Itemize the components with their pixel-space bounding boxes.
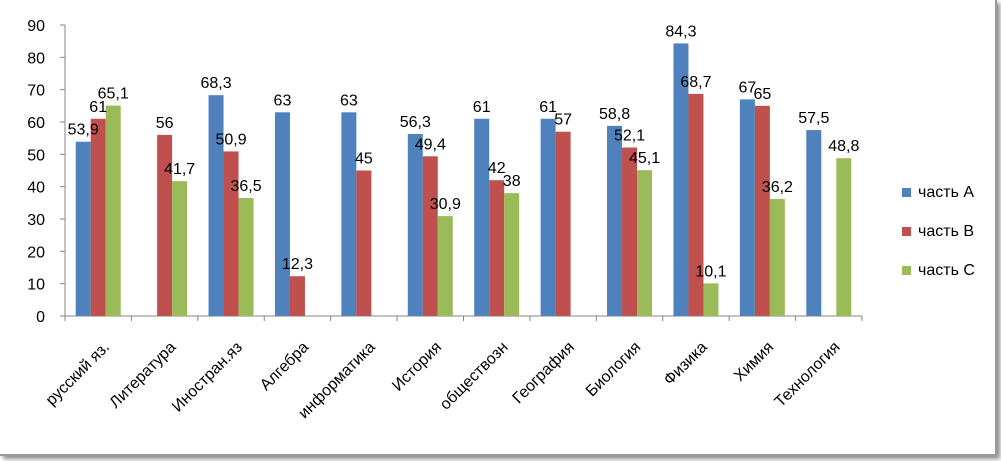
x-tick-label: История [389, 339, 445, 395]
data-label: 58,8 [599, 106, 630, 123]
y-tick-label: 40 [27, 180, 45, 197]
bar [836, 158, 852, 316]
bar [607, 125, 623, 316]
bar [622, 147, 638, 316]
y-tick-label: 30 [27, 212, 45, 229]
bar [105, 105, 121, 316]
data-label: 61 [473, 99, 491, 116]
bar [172, 181, 188, 316]
bar [422, 156, 438, 316]
data-label: 68,3 [200, 75, 231, 92]
bar [504, 193, 520, 316]
bar [637, 170, 653, 316]
data-label: 84,3 [665, 23, 696, 40]
data-label: 36,5 [230, 178, 261, 195]
bar [688, 93, 704, 317]
legend-label: часть А [918, 184, 974, 201]
bar [208, 95, 224, 316]
data-label: 42 [488, 160, 506, 177]
legend-swatch [902, 227, 911, 236]
data-label: 49,4 [415, 136, 446, 153]
legend-label: часть В [918, 223, 974, 240]
x-tick-label: Физика [661, 339, 711, 389]
bar [489, 180, 505, 316]
data-label: 41,7 [164, 161, 195, 178]
data-label: 57,5 [798, 110, 829, 127]
data-label: 36,2 [762, 179, 793, 196]
legend: часть А часть В часть С [902, 184, 975, 279]
data-label: 63 [340, 92, 358, 109]
bar [474, 118, 490, 317]
x-tick-label: обществозн [437, 339, 512, 414]
x-tick-label: Иностран.яз [169, 339, 246, 416]
data-label: 38 [503, 173, 521, 190]
bar [274, 112, 290, 316]
y-tick-label: 50 [27, 147, 45, 164]
legend-swatch [902, 266, 911, 275]
x-tick-label: Химия [731, 339, 777, 385]
x-tick-label: русский яз. [43, 339, 113, 409]
data-label: 30,9 [430, 196, 461, 213]
data-label: 67 [738, 79, 756, 96]
x-tick-label: Алгебра [257, 339, 312, 394]
bar [673, 43, 689, 317]
bar [223, 151, 239, 316]
data-label: 50,9 [215, 131, 246, 148]
x-tick-label: География [510, 339, 578, 407]
bar [407, 133, 423, 316]
data-label: 48,8 [828, 138, 859, 155]
x-tick-label: Технология [772, 339, 844, 411]
data-label: 61 [539, 99, 557, 116]
bar [437, 216, 453, 316]
data-label: 45 [355, 151, 373, 168]
y-tick-label: 0 [36, 309, 45, 326]
data-label: 57 [554, 112, 572, 129]
data-labels-group: 53,9 68,3 63 63 56,3 61 61 58,8 84,3 67 57,5 61 56 50… [68, 23, 860, 280]
y-tick-label: 80 [27, 50, 45, 67]
legend-label: часть С [918, 262, 975, 279]
bar [75, 141, 91, 316]
bar [754, 105, 770, 316]
y-tick-label: 60 [27, 115, 45, 132]
y-tick-label: 70 [27, 83, 45, 100]
bar [703, 283, 719, 316]
bar [238, 197, 254, 316]
bar [341, 112, 357, 316]
data-label: 12,3 [282, 256, 313, 273]
y-tick-label: 10 [27, 277, 45, 294]
bar [555, 131, 571, 316]
data-label: 45,1 [629, 150, 660, 167]
data-label: 10,1 [695, 263, 726, 280]
x-tick-label: Биология [583, 339, 644, 400]
bars-group [75, 43, 852, 317]
y-tick-label: 90 [27, 18, 45, 35]
data-label: 65 [753, 86, 771, 103]
data-label: 56,3 [400, 114, 431, 131]
bar [540, 118, 556, 317]
data-label: 56 [156, 115, 174, 132]
bar [90, 118, 106, 317]
y-tick-label: 20 [27, 244, 45, 261]
bar [157, 134, 173, 316]
data-label: 52,1 [614, 128, 645, 145]
legend-swatch [902, 188, 911, 197]
data-label: 65,1 [98, 86, 129, 103]
data-label: 68,7 [680, 74, 711, 91]
x-tick-label: Литература [107, 339, 180, 412]
bar [289, 276, 305, 316]
bar [739, 99, 755, 316]
bar [769, 198, 785, 316]
data-label: 63 [274, 92, 292, 109]
data-label: 61 [89, 99, 107, 116]
bar [356, 170, 372, 316]
bar [806, 130, 822, 316]
data-label: 53,9 [68, 122, 99, 139]
